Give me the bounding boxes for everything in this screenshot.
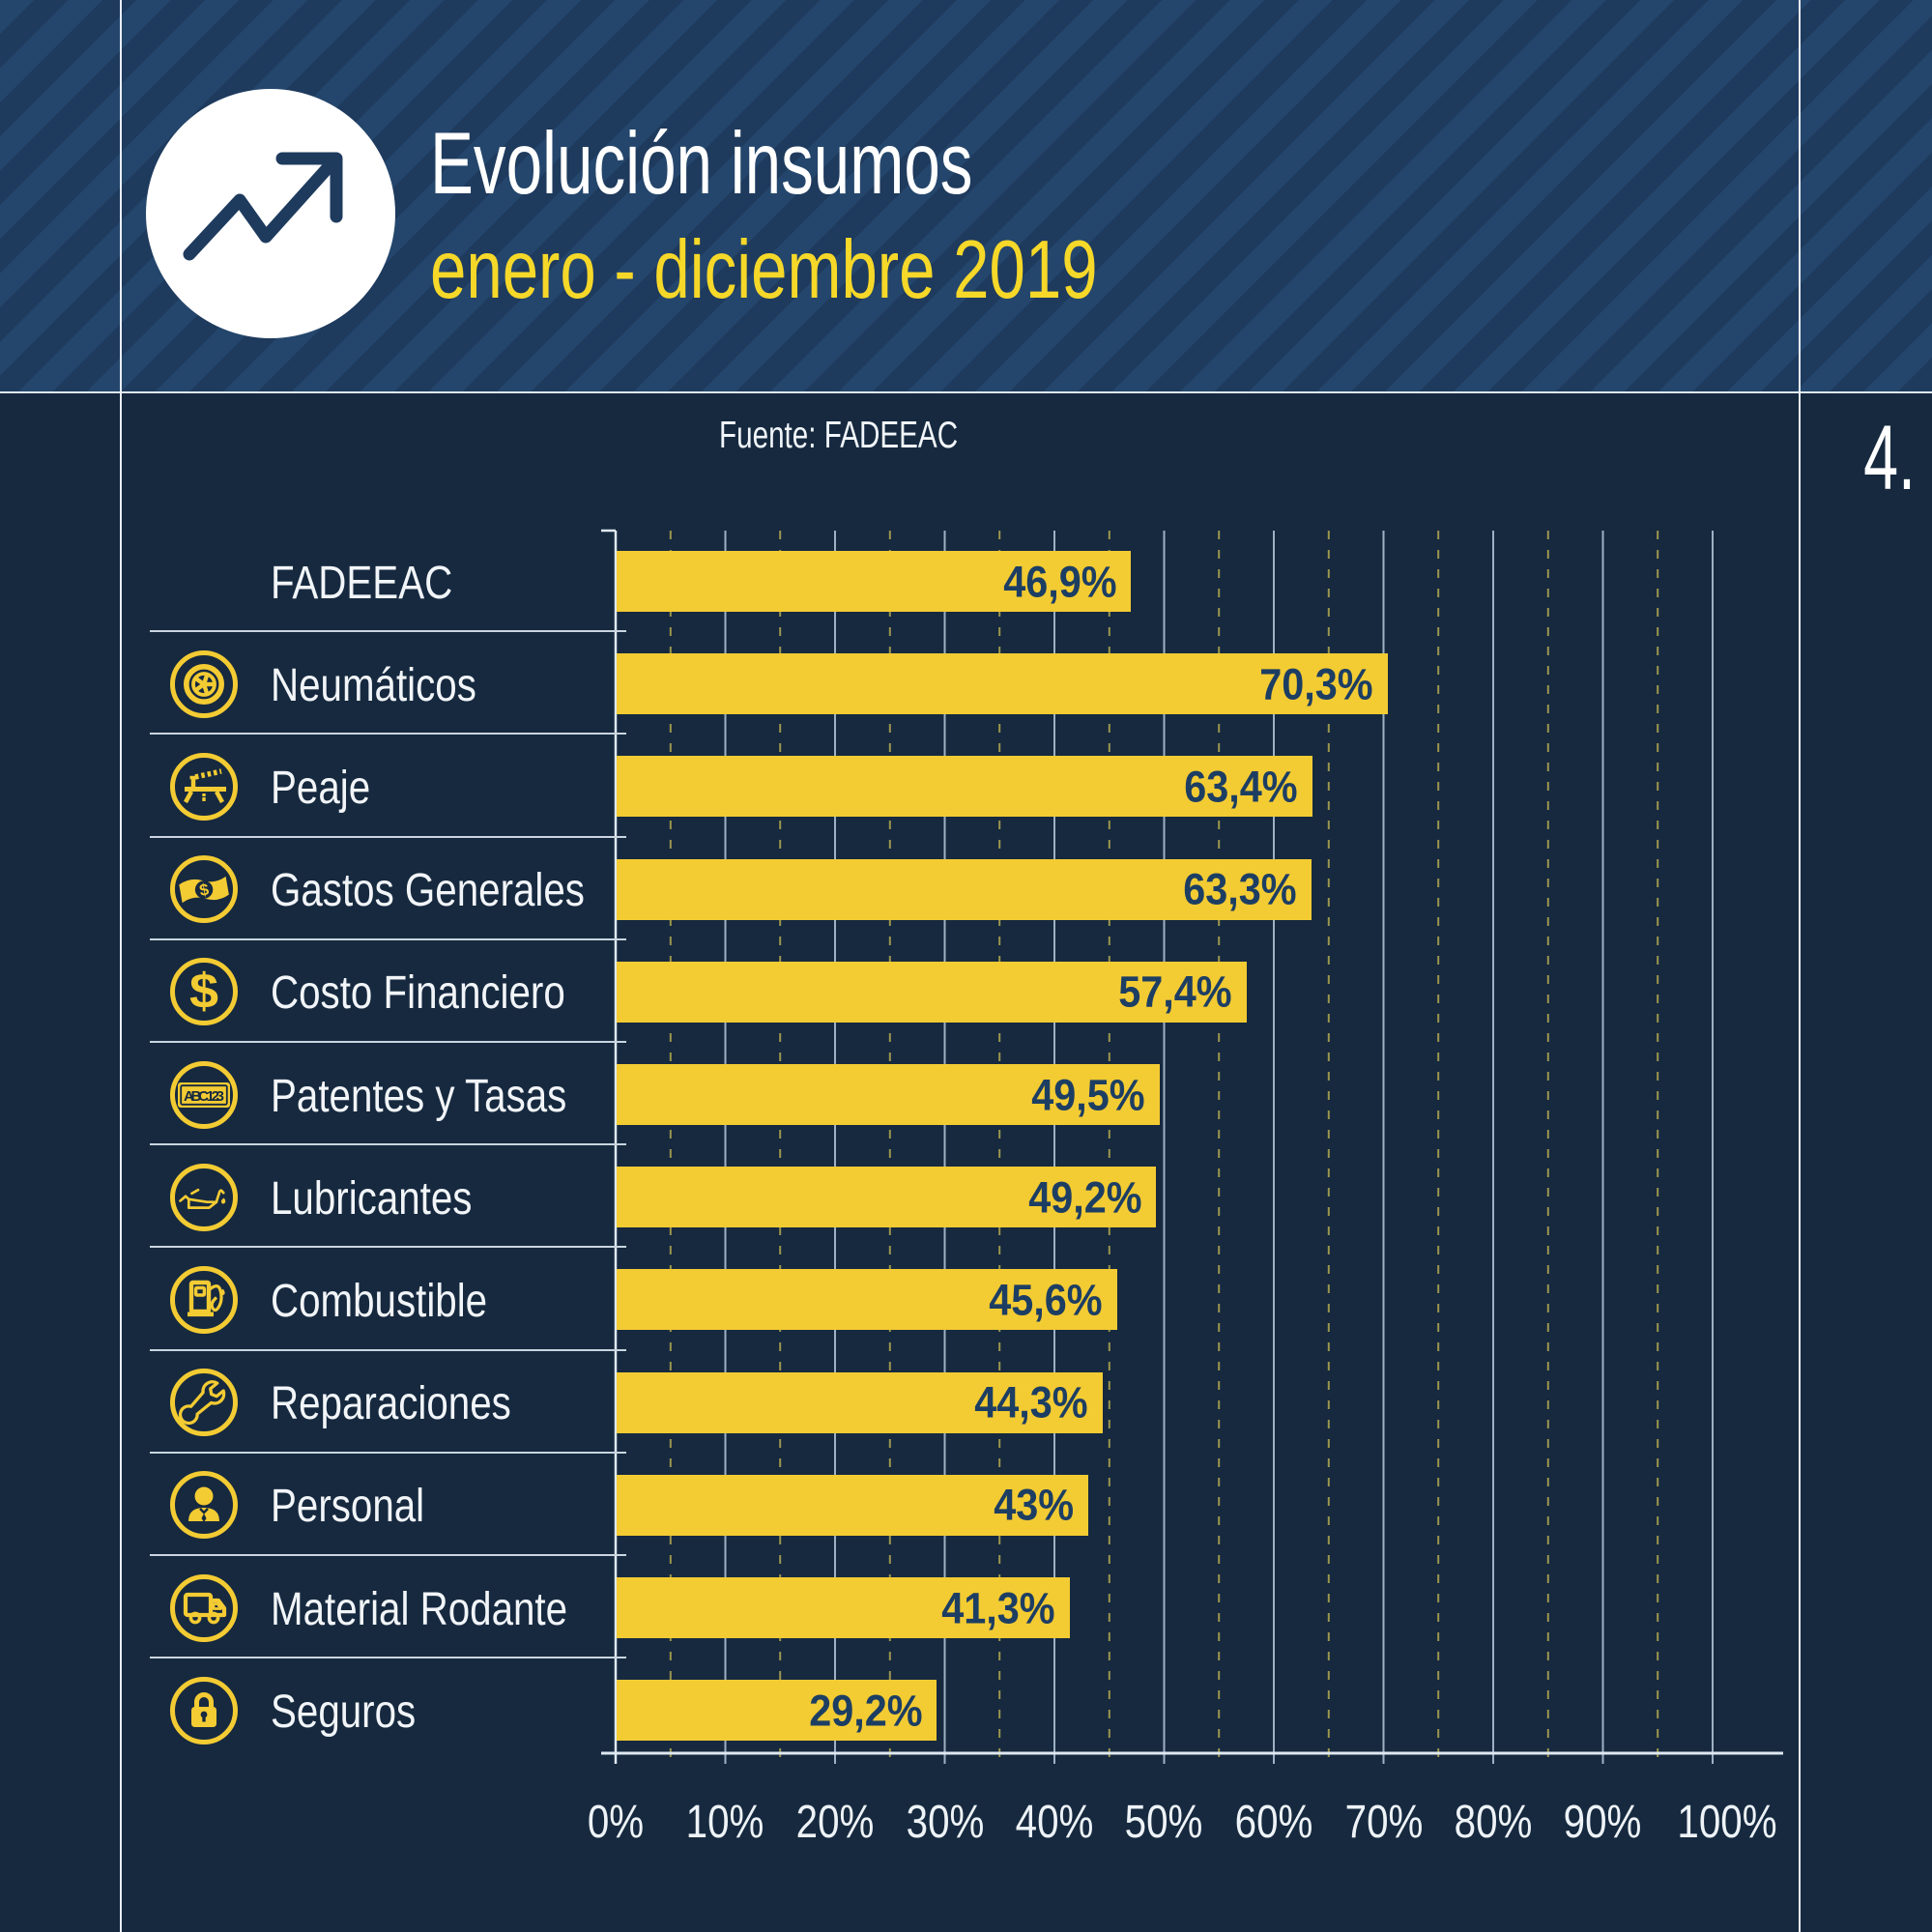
svg-text:$: $: [198, 880, 211, 900]
svg-text:ABC 123: ABC 123: [184, 1087, 224, 1104]
svg-text:$: $: [189, 964, 218, 1019]
